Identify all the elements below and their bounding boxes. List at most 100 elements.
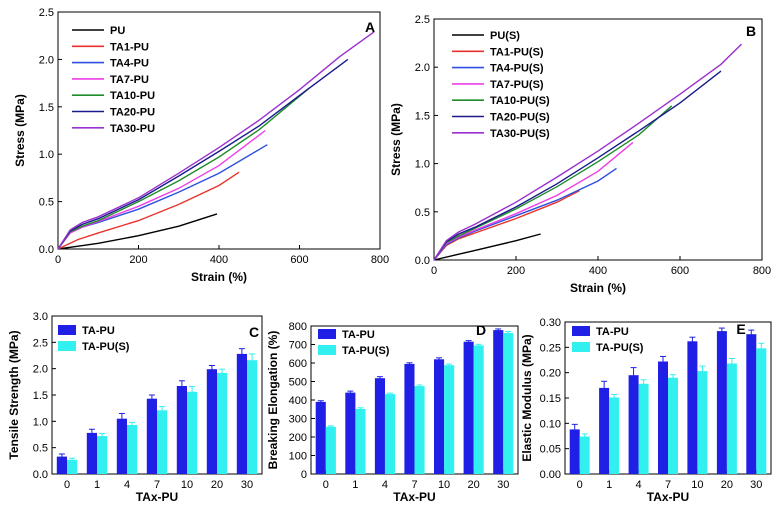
x-tick-label: 800: [371, 254, 389, 266]
series-line-pu(s): [433, 233, 541, 261]
legend-label: TA10-PU: [110, 90, 155, 102]
y-tick-label: 200: [289, 432, 307, 444]
series-line-ta20-pu: [57, 58, 349, 250]
legend-label: TA10-PU(S): [490, 95, 550, 107]
panel-label: B: [746, 23, 756, 39]
legend-swatch: [58, 341, 76, 351]
x-tick-label: 600: [671, 265, 689, 277]
x-tick-label: 0: [577, 479, 583, 491]
bar-ta-pu: [404, 363, 415, 474]
x-tick-label: 0: [64, 479, 70, 491]
panel-label: D: [476, 322, 486, 338]
legend-swatch: [572, 342, 590, 352]
series-line-ta20-pu(s): [433, 70, 722, 261]
bar-ta-pu(s): [579, 436, 590, 474]
x-tick-label: 1: [606, 479, 612, 491]
series-line-ta1-pu: [57, 171, 240, 250]
y-tick-label: 0: [301, 469, 307, 481]
y-tick-label: 0.25: [540, 342, 561, 354]
y-tick-label: 600: [289, 358, 307, 370]
panel-a: 0.0 0.5 1.0 1.5 2.0 2.5 0 200 400 600 800 PU TA1-PU T…: [13, 7, 389, 284]
legend-label: TA-PU(S): [596, 342, 644, 354]
bar-ta-pu: [176, 386, 187, 474]
bar-ta-pu(s): [157, 410, 168, 474]
bar-ta-pu: [599, 387, 610, 474]
bar-ta-pu: [493, 330, 504, 474]
x-tick-label: 0: [323, 479, 329, 491]
bar-ta-pu(s): [638, 383, 649, 474]
y-axis-label: Breaking Elongation (%): [266, 331, 280, 470]
legend-label: TA-PU(S): [342, 345, 390, 357]
series-line-ta4-pu(s): [433, 167, 617, 261]
x-tick-label: 0: [55, 254, 61, 266]
legend-label: TA30-PU(S): [490, 128, 550, 140]
bar-ta-pu: [315, 401, 326, 474]
x-tick-label: 20: [468, 479, 480, 491]
x-tick-label: 4: [636, 479, 642, 491]
panel-c: 0.0 0.5 1.0 1.5 2.0 2.5 3.0 0 1 4 7 10 20 30 TA-PU TA-P…: [7, 311, 263, 504]
bar-ta-pu: [658, 361, 668, 474]
x-axis-label: Strain (%): [191, 270, 247, 284]
bar-ta-pu(s): [756, 348, 767, 474]
legend-label: TA1-PU(S): [490, 46, 544, 58]
x-tick-label: 600: [290, 254, 308, 266]
series-line-ta10-pu(s): [433, 105, 673, 261]
y-tick-label: 0.05: [540, 444, 561, 456]
x-tick-label: 30: [750, 479, 762, 491]
y-tick-label: 0.0: [415, 255, 430, 267]
y-tick-label: 1.0: [415, 159, 430, 171]
panel-label: E: [736, 321, 745, 337]
y-tick-label: 0.0: [39, 244, 54, 256]
y-tick-label: 0.0: [33, 469, 48, 481]
bar-ta-pu(s): [697, 371, 708, 474]
bar-ta-pu: [56, 456, 67, 474]
x-tick-label: 10: [691, 479, 703, 491]
y-tick-label: 800: [289, 321, 307, 333]
y-tick-label: 0.5: [415, 207, 430, 219]
legend-swatch: [58, 325, 76, 335]
series-line-ta10-pu: [57, 87, 311, 250]
y-tick-label: 1.5: [33, 390, 48, 402]
panel-label: A: [365, 19, 375, 35]
legend-label: PU: [110, 25, 125, 37]
series-line-ta1-pu(s): [433, 189, 580, 261]
y-tick-label: 0.15: [540, 393, 561, 405]
bar-ta-pu: [746, 334, 757, 474]
y-tick-label: 2.5: [39, 7, 54, 19]
x-tick-label: 400: [589, 265, 607, 277]
x-tick-label: 7: [665, 479, 671, 491]
x-axis-label: Strain (%): [570, 281, 626, 295]
y-axis-label: Elastic Modulus (MPa): [520, 334, 534, 461]
x-tick-label: 10: [438, 479, 450, 491]
x-tick-label: 800: [753, 265, 771, 277]
bar-ta-pu(s): [726, 363, 737, 474]
x-axis-label: TAx-PU: [647, 490, 689, 504]
y-tick-label: 2.0: [415, 62, 430, 74]
x-tick-label: 200: [129, 254, 147, 266]
bar-ta-pu: [146, 398, 157, 474]
y-tick-label: 3.0: [33, 311, 48, 323]
series-line-pu: [57, 213, 218, 250]
legend-swatch: [318, 329, 336, 339]
bar-ta-pu: [463, 341, 474, 474]
legend-label: TA7-PU: [110, 74, 149, 86]
bar-ta-pu: [206, 369, 217, 474]
y-tick-label: 400: [289, 395, 307, 407]
bar-ta-pu(s): [355, 408, 366, 474]
series-line-ta7-pu(s): [433, 141, 634, 261]
legend-swatch: [572, 326, 590, 336]
bar-ta-pu(s): [67, 459, 78, 474]
y-tick-label: 1.0: [33, 416, 48, 428]
series-line-ta30-pu: [57, 31, 375, 250]
y-axis-label: Stress (MPa): [389, 103, 403, 176]
bar-ta-pu: [345, 392, 356, 474]
bar-ta-pu: [374, 378, 385, 474]
legend-label: TA20-PU: [110, 107, 155, 119]
x-tick-label: 10: [181, 479, 193, 491]
legend-label: TA-PU: [342, 329, 375, 341]
legend-label: PU(S): [490, 30, 520, 42]
y-tick-label: 2.0: [33, 364, 48, 376]
y-tick-label: 0.5: [33, 443, 48, 455]
y-tick-label: 500: [289, 377, 307, 389]
x-tick-label: 0: [431, 265, 437, 277]
